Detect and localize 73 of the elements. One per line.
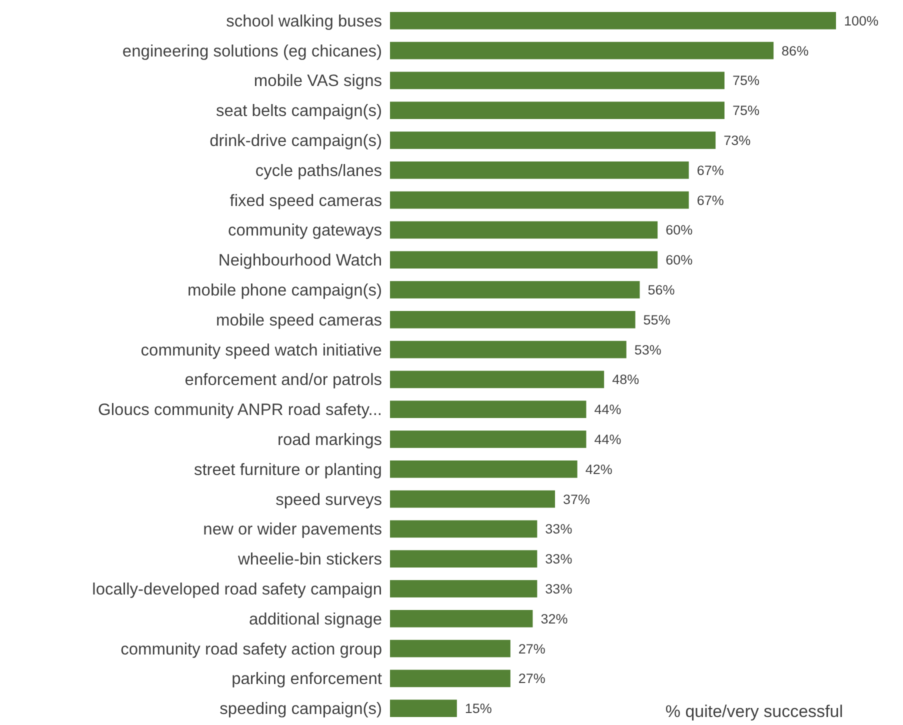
data-label: 42% — [585, 462, 612, 477]
y-tick-label: road markings — [277, 431, 382, 450]
data-label: 60% — [666, 222, 693, 238]
data-label: 67% — [696, 192, 724, 208]
bar — [390, 610, 533, 628]
y-tick-label: community speed watch initiative — [140, 341, 382, 360]
bar — [390, 72, 724, 90]
bar — [390, 132, 716, 149]
data-label: 27% — [518, 641, 546, 656]
bar — [390, 310, 636, 328]
bar — [390, 281, 640, 298]
y-tick-label: drink-drive campaign(s) — [210, 132, 382, 150]
data-label: 33% — [545, 522, 572, 537]
y-tick-label: Neighbourhood Watch — [218, 252, 382, 270]
bar — [390, 640, 510, 658]
data-label: 60% — [666, 252, 693, 268]
bar — [390, 400, 586, 418]
data-label: 55% — [643, 312, 670, 328]
y-tick-label: mobile VAS signs — [254, 72, 382, 90]
y-tick-label: Gloucs community ANPR road safety... — [98, 401, 382, 420]
annotation: % quite/very successful — [665, 702, 843, 721]
bar — [390, 670, 510, 688]
y-tick-label: wheelie-bin stickers — [237, 550, 382, 569]
y-tick-label: mobile phone campaign(s) — [188, 282, 382, 300]
data-label: 27% — [518, 671, 546, 686]
data-label: 32% — [540, 611, 568, 626]
y-tick-label: community gateways — [228, 222, 382, 240]
data-label: 100% — [844, 13, 879, 28]
data-label: 67% — [696, 162, 724, 178]
bar — [390, 490, 556, 508]
data-label: 75% — [732, 73, 760, 88]
y-tick-label: speeding campaign(s) — [220, 700, 382, 718]
bar — [390, 42, 774, 60]
y-tick-label: seat belts campaign(s) — [216, 102, 382, 120]
bar — [390, 340, 626, 358]
data-label: 44% — [594, 402, 622, 418]
data-label: 44% — [594, 432, 622, 447]
bar — [390, 370, 604, 388]
data-label: 73% — [724, 132, 751, 148]
y-tick-label: school walking buses — [226, 12, 382, 30]
y-tick-label: engineering solutions (eg chicanes) — [122, 42, 382, 60]
data-label: 75% — [732, 103, 760, 118]
bar — [390, 580, 538, 598]
bar — [390, 550, 538, 568]
bar — [390, 460, 578, 478]
y-tick-label: additional signage — [248, 610, 382, 628]
y-tick-label: speed surveys — [276, 490, 382, 509]
y-tick-label: locally-developed road safety campaign — [92, 580, 382, 599]
bar — [390, 221, 658, 239]
data-label: 53% — [634, 342, 662, 358]
y-tick-label: parking enforcement — [232, 670, 382, 688]
bar — [390, 251, 658, 269]
y-tick-label: enforcement and/or patrols — [184, 371, 382, 390]
y-tick-label: new or wider pavements — [203, 520, 382, 539]
bar — [390, 700, 457, 718]
y-tick-label: cycle paths/lanes — [255, 162, 382, 180]
data-label: 15% — [464, 701, 492, 716]
data-label: 37% — [563, 492, 590, 507]
bar — [390, 161, 689, 179]
y-tick-label: mobile speed cameras — [216, 311, 382, 330]
y-tick-label: street furniture or planting — [194, 460, 382, 479]
data-label: 56% — [648, 282, 675, 298]
y-tick-label: fixed speed cameras — [230, 192, 382, 210]
y-tick-label: community road safety action group — [120, 640, 382, 658]
data-label: 86% — [782, 43, 809, 58]
data-label: 48% — [612, 372, 640, 388]
bar — [390, 102, 724, 120]
bar — [390, 12, 836, 30]
data-label: 33% — [545, 552, 572, 567]
bar — [390, 520, 538, 538]
bar — [390, 191, 689, 209]
data-label: 33% — [545, 581, 572, 596]
bar — [390, 430, 586, 448]
